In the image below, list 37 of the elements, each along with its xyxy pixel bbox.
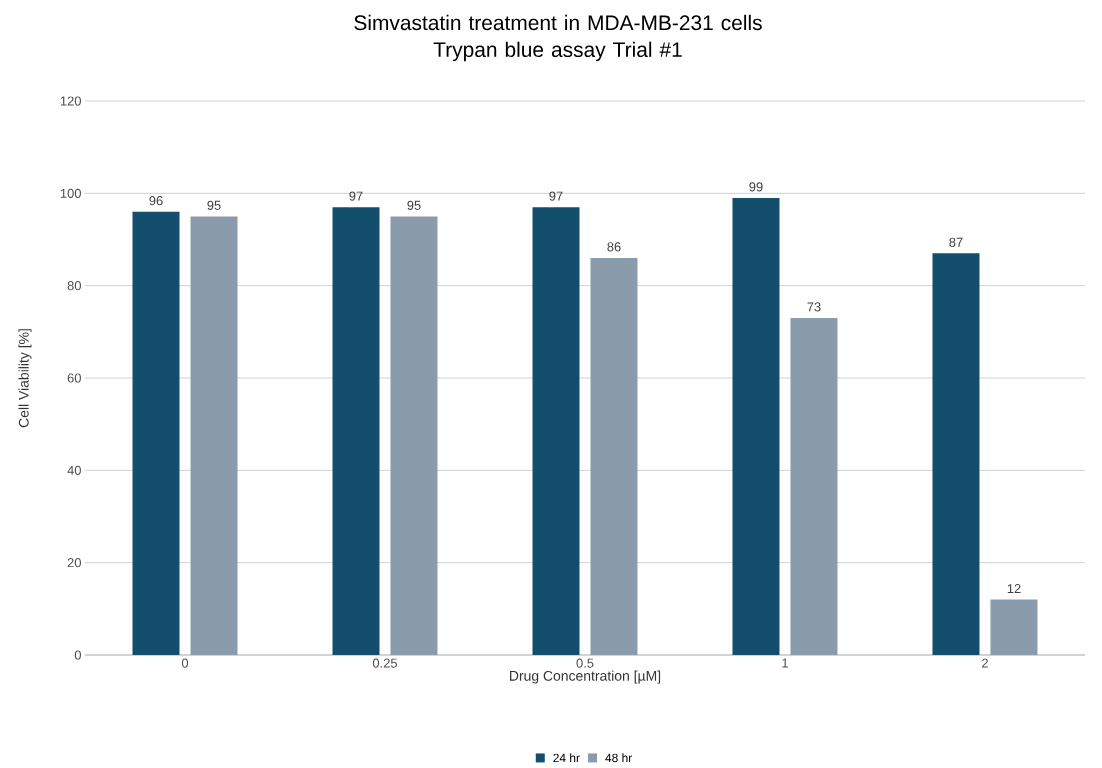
data-label: 97 <box>349 191 363 201</box>
bar <box>732 198 780 656</box>
bar <box>532 207 580 656</box>
data-label: 95 <box>407 200 421 211</box>
data-label: 97 <box>549 191 563 201</box>
chart-title: Simvastatin treatment in MDA-MB-231 cells Trypan blue assay Trial #1 <box>354 15 762 62</box>
data-label: 86 <box>607 242 621 252</box>
y-tick-label: 40 <box>67 465 81 476</box>
data-label: 73 <box>807 302 821 312</box>
y-tick-label: 20 <box>67 558 81 568</box>
data-label: 96 <box>149 196 163 206</box>
x-tick-label: 0.5 <box>576 658 594 668</box>
y-tick-label: 60 <box>67 373 81 383</box>
x-tick-label: 0.25 <box>372 658 398 668</box>
bar <box>332 207 380 656</box>
bar <box>190 216 238 656</box>
y-tick-label: 120 <box>60 96 81 106</box>
bar <box>990 599 1038 656</box>
bar <box>590 258 638 656</box>
data-label: 95 <box>207 200 221 211</box>
bar <box>932 253 980 656</box>
data-label: 99 <box>749 182 763 192</box>
data-label: 12 <box>1007 584 1021 594</box>
bar <box>132 212 180 656</box>
x-tick-label: 1 <box>782 658 788 668</box>
y-tick-label: 80 <box>67 281 81 291</box>
y-axis-title: Cell Viability [%] <box>18 329 32 428</box>
y-tick-label: 100 <box>60 188 81 199</box>
x-axis-title: Drug Concentration [µM] <box>510 670 661 684</box>
data-label: 87 <box>949 237 963 248</box>
x-tick-label: 2 <box>982 658 988 668</box>
legend-label: 48 hr <box>605 753 633 763</box>
legend-label: 24 hr <box>553 753 580 763</box>
x-tick-label: 0 <box>181 658 189 668</box>
y-tick-label: 0 <box>74 650 81 660</box>
bar <box>790 318 838 656</box>
bar <box>390 216 438 656</box>
